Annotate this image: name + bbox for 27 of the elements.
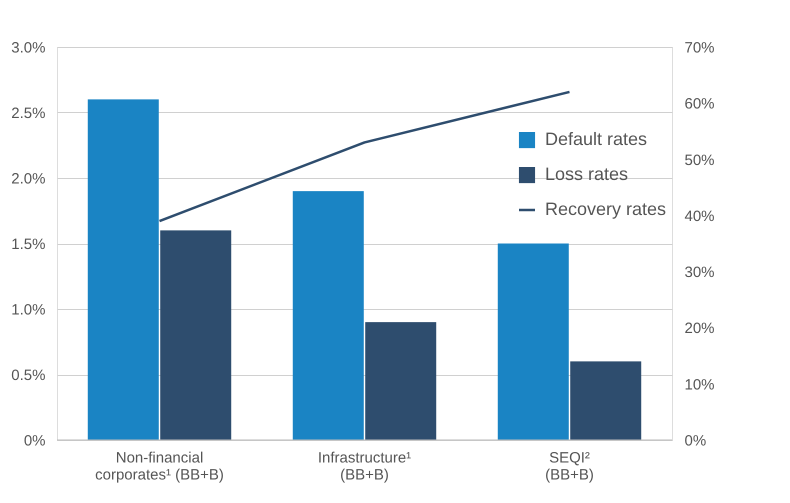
bar	[570, 361, 642, 440]
y-tick-label: 1.0%	[11, 302, 46, 318]
x-tick-label: SEQI² (BB+B)	[545, 450, 594, 484]
bar	[88, 99, 159, 440]
y2-tick-label: 60%	[684, 96, 715, 113]
x-tick-label: Non-financial corporates¹ (BB+B)	[95, 450, 224, 484]
y2-tick-label: 30%	[684, 264, 715, 282]
y2-tick-label: 70%	[684, 40, 715, 56]
legend-label: Loss rates	[545, 164, 628, 184]
y-tick-label: 2.5%	[11, 105, 46, 122]
y-tick-label: 0.5%	[11, 367, 46, 384]
y-tick-label: 1.5%	[11, 236, 46, 253]
y2-tick-label: 10%	[684, 376, 715, 394]
bar	[498, 244, 569, 440]
x-tick-label: Infrastructure¹ (BB+B)	[318, 450, 412, 484]
y-tick-label: 0%	[24, 432, 46, 450]
y2-tick-label: 40%	[684, 208, 715, 225]
legend-label: Default rates	[545, 129, 648, 149]
bar	[160, 230, 232, 440]
y2-tick-label: 0%	[684, 432, 706, 450]
y-tick-label: 2.0%	[11, 170, 46, 188]
bar	[365, 322, 436, 440]
bar	[292, 191, 364, 440]
y-tick-label: 3.0%	[11, 40, 46, 56]
y2-tick-label: 50%	[684, 152, 715, 169]
legend-label: Recovery rates	[545, 199, 666, 219]
y2-tick-label: 20%	[684, 320, 715, 338]
